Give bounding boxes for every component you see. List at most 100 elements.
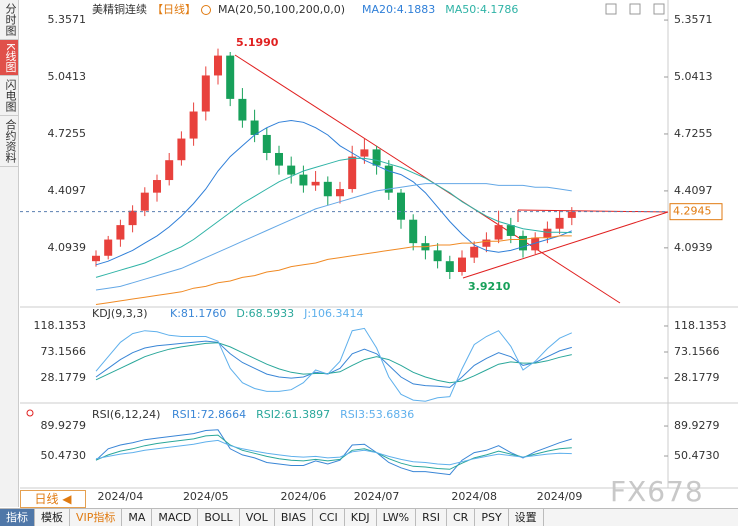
last-price-box: [669, 203, 723, 221]
x-tick-label: 2024/05: [183, 490, 229, 503]
indicator-tab[interactable]: LW%: [377, 509, 417, 526]
y-tick-label: 4.4097: [674, 184, 713, 197]
candle-body: [372, 149, 381, 166]
candle-body: [128, 210, 137, 226]
candle-body: [153, 180, 161, 193]
indicator-tab[interactable]: MA: [122, 509, 153, 526]
indicator-tab[interactable]: VIP指标: [70, 509, 123, 526]
indicator-tab[interactable]: 指标: [0, 509, 35, 526]
y-tick-label: 118.1353: [674, 319, 727, 332]
candle-body: [482, 239, 491, 247]
candle-body: [567, 211, 576, 218]
tool-icon[interactable]: [629, 3, 641, 15]
candle-body: [409, 219, 418, 244]
candle-body: [299, 174, 308, 186]
period-selector[interactable]: 日线 ◀: [20, 490, 86, 508]
series-line: [95, 327, 573, 402]
y-tick-label: 89.9279: [674, 419, 720, 432]
legend-title: MA(20,50,100,200,0,0): [218, 3, 345, 16]
side-tab[interactable]: 分时图: [0, 0, 18, 40]
y-tick-label: 50.4730: [41, 449, 87, 462]
candle-body: [519, 235, 527, 251]
legend-entry: RSI2:61.3897: [256, 408, 330, 421]
series-line: [95, 119, 572, 266]
candle-body: [214, 55, 222, 76]
series-line: [95, 183, 572, 291]
y-tick-label: 5.3571: [48, 13, 87, 26]
y-tick-label: 5.3571: [674, 13, 713, 26]
indicator-tab[interactable]: VOL: [240, 509, 275, 526]
legend-entry: RSI3:53.6836: [340, 408, 414, 421]
indicator-tab[interactable]: BIAS: [275, 509, 314, 526]
candle-body: [360, 149, 369, 157]
candle-body: [165, 160, 174, 181]
x-tick-label: 2024/04: [98, 490, 144, 503]
indicator-tab[interactable]: KDJ: [345, 509, 377, 526]
indicator-tab[interactable]: 设置: [509, 509, 544, 526]
indicator-tab[interactable]: PSY: [475, 509, 509, 526]
x-tick-label: 2024/09: [537, 490, 583, 503]
candle-body: [250, 120, 259, 135]
indicator-tab[interactable]: 模板: [35, 509, 70, 526]
indicator-tab[interactable]: CCI: [313, 509, 345, 526]
indicator-icon[interactable]: [26, 409, 34, 417]
candle-body: [494, 225, 503, 240]
candle-body: [104, 239, 113, 256]
x-tick-label: 2024/07: [354, 490, 400, 503]
candle-body: [384, 165, 393, 193]
candle-body: [177, 138, 186, 161]
indicator-tab[interactable]: CR: [447, 509, 476, 526]
candle-body: [238, 98, 247, 121]
x-tick-label: 2024/08: [451, 490, 497, 503]
candle-body: [531, 237, 540, 251]
trendline: [462, 211, 669, 279]
y-tick-label: 4.7255: [674, 127, 713, 140]
y-tick-label: 5.0413: [48, 70, 87, 83]
candle-body: [262, 134, 271, 153]
last-price-label: 4.2945: [673, 205, 712, 218]
candle-body: [433, 250, 442, 262]
series-line: [95, 434, 572, 470]
indicator-tab[interactable]: MACD: [152, 509, 199, 526]
annotation: 5.1990: [236, 36, 279, 49]
candle-body: [226, 55, 235, 99]
y-tick-label: 5.0413: [674, 70, 713, 83]
y-tick-label: 4.0939: [48, 241, 87, 254]
candle-body: [543, 228, 552, 238]
y-tick-label: 73.1566: [674, 345, 720, 358]
candle-body: [397, 192, 405, 220]
legend-entry: J:106.3414: [303, 307, 363, 320]
series-line: [95, 439, 572, 466]
side-tab[interactable]: K线图: [0, 40, 18, 77]
candle-body: [458, 257, 466, 272]
side-tab[interactable]: 合约资料: [0, 116, 18, 168]
candle-body: [140, 192, 149, 211]
indicator-tab[interactable]: RSI: [416, 509, 447, 526]
candle-body: [92, 255, 100, 262]
candle-body: [506, 225, 515, 236]
watermark: FX678: [610, 475, 704, 508]
legend-entry: K:81.1760: [170, 307, 226, 320]
y-tick-label: 118.1353: [34, 319, 87, 332]
candle-body: [287, 165, 296, 175]
legend-title: RSI(6,12,24): [92, 408, 160, 421]
period-text: 日线: [34, 492, 59, 506]
add-icon[interactable]: [201, 5, 211, 15]
candle-body: [470, 246, 479, 258]
side-tab[interactable]: 闪电图: [0, 76, 18, 117]
annotation: 3.9210: [468, 280, 511, 293]
x-tick-label: 2024/06: [281, 490, 327, 503]
indicator-tabs: 指标 模板 VIP指标 MA MACD BOLL VOL BIAS CCI KDJ LW% RSI CR…: [0, 508, 738, 526]
y-tick-label: 73.1566: [41, 345, 87, 358]
trendline: [517, 209, 669, 213]
tool-icon[interactable]: [653, 3, 665, 15]
candle-body: [311, 181, 320, 186]
series-line: [95, 340, 572, 388]
indicator-tab[interactable]: BOLL: [198, 509, 240, 526]
legend-entry: D:68.5933: [236, 307, 294, 320]
series-line: [95, 235, 572, 305]
candle-body: [336, 189, 344, 197]
tool-icon[interactable]: [605, 3, 617, 15]
side-tabs: 分时图 K线图 闪电图 合约资料: [0, 0, 19, 507]
